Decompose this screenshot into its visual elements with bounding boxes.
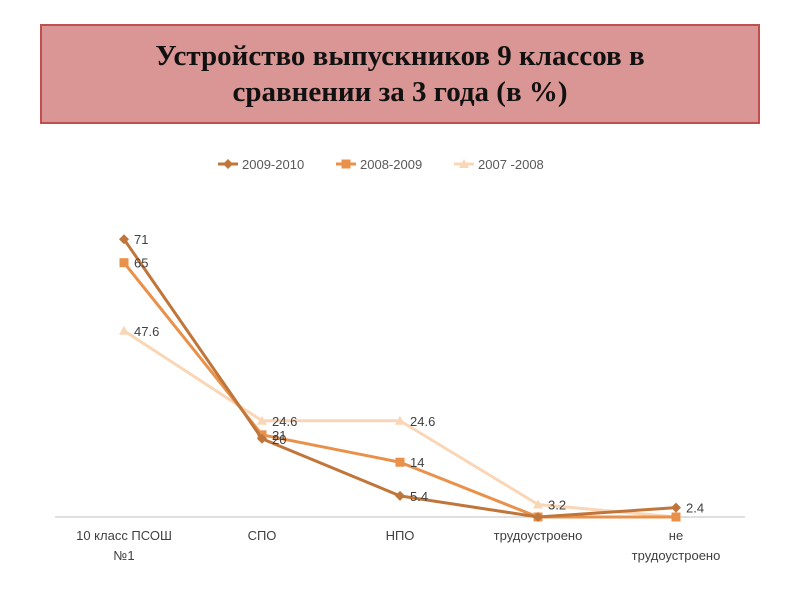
data-point [257,433,267,444]
x-tick-label: СПО [248,528,277,543]
data-label: 24.6 [272,414,297,429]
data-point [533,499,543,509]
data-label: 47.6 [134,324,159,339]
data-point [257,415,267,425]
data-label: 5.4 [410,489,428,504]
line-chart: 10 класс ПСОШ №1 СПО НПО трудоустроено не труд… [55,157,745,563]
data-point [395,490,405,501]
data-label: 71 [134,232,148,247]
x-tick-label: не трудоустроено [632,528,721,563]
data-point [671,512,681,522]
data-label: 24.6 [410,414,435,429]
x-tick-label: трудоустроено [494,528,583,543]
data-label: 3.2 [548,497,566,512]
legend-label: 2009-2010 [242,157,304,172]
data-label: 20 [272,432,286,447]
x-tick-label: 10 класс ПСОШ №1 [76,528,172,563]
legend-marker [223,159,233,169]
title-banner: Устройство выпускников 9 классов в сравн… [40,24,760,124]
data-point [395,457,405,467]
data-label: 65 [134,256,148,271]
data-point [671,502,681,513]
data-point [119,325,129,335]
data-point [119,258,129,268]
data-point [533,512,543,522]
x-tick-label: НПО [386,528,415,543]
series-line [122,261,676,519]
data-label: 21 [272,428,286,443]
legend-item: 2008-2009 [336,157,422,172]
legend-marker [341,159,351,169]
page-title: Устройство выпускников 9 классов в сравн… [155,40,645,108]
data-point [119,234,129,245]
data-label: 2.4 [686,501,704,516]
legend-label: 2007 -2008 [478,157,544,172]
legend-label: 2008-2009 [360,157,422,172]
data-point [395,415,405,425]
data-label: 14 [410,455,424,470]
series-line [122,238,677,519]
legend-item: 2009-2010 [218,157,304,172]
legend-item: 2007 -2008 [454,157,544,172]
legend-marker [459,159,469,168]
